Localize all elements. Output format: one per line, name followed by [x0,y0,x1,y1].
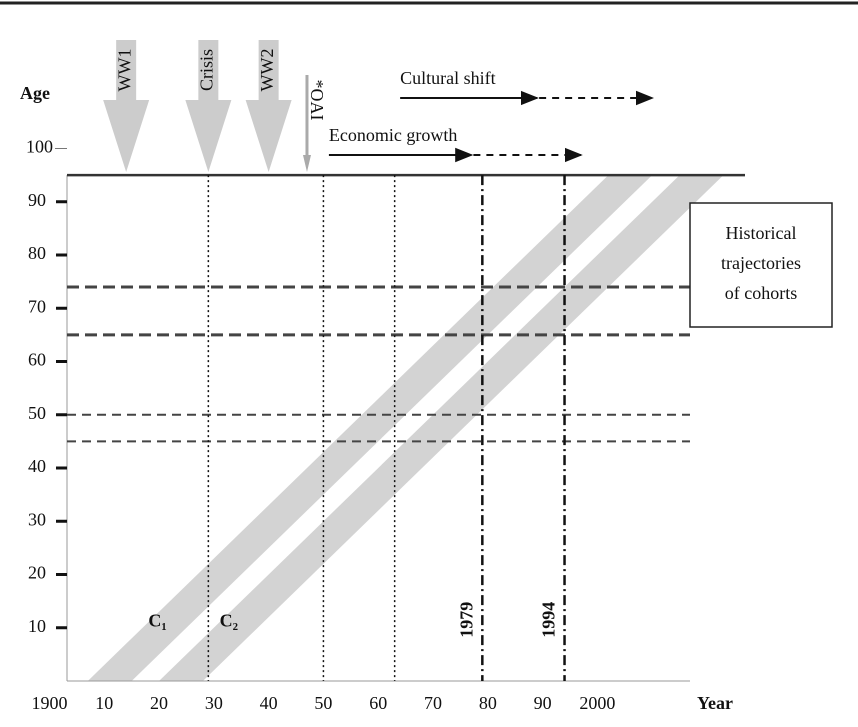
event-label: WW2 [257,49,277,92]
x-tick-label: 70 [424,693,442,713]
legend-text: trajectories [721,253,801,273]
x-tick-label: 40 [260,693,278,713]
legend-box [689,202,833,328]
trend-label: Cultural shift [400,68,496,88]
trend-label: Economic growth [329,125,457,145]
y-tick-label: 60 [28,350,46,370]
x-tick-label: 1900 [31,693,67,713]
x-tick-label: 90 [534,693,552,713]
y-tick-label: 50 [28,403,46,423]
event-arrow [245,40,292,172]
cohort-band [159,175,724,681]
period-label: 1994 [539,602,559,638]
x-tick-label: 30 [205,693,223,713]
y-tick-label: 20 [28,563,46,583]
legend-text: Historical [726,223,797,243]
event-label: *OAI [307,80,327,121]
x-tick-label: 20 [150,693,168,713]
event-arrow-head [302,155,311,172]
event-arrow [103,40,150,172]
x-tick-label: 60 [369,693,387,713]
x-tick-label: 50 [314,693,332,713]
x-axis-label: Year [697,693,733,713]
y-tick-label: 70 [28,296,46,316]
period-label: 1979 [456,602,476,638]
cohort-label: C₁ [148,611,166,631]
y-tick-label: 10 [28,616,46,636]
event-arrow [185,40,232,172]
cohort-label: C₂ [220,611,238,631]
legend-text: of cohorts [725,283,797,303]
x-tick-label: 2000 [579,693,615,713]
cohort-band [87,175,653,681]
x-tick-label: 80 [479,693,497,713]
y-tick-label: 100 [26,137,53,157]
y-axis-label: Age [20,83,50,103]
event-label: Crisis [196,49,216,91]
event-label: WW1 [114,49,134,92]
x-tick-label: 10 [95,693,113,713]
y-tick-label: 30 [28,509,46,529]
y-tick-label: 90 [28,190,46,210]
y-tick-label: 80 [28,243,46,263]
y-tick-label: 40 [28,456,46,476]
